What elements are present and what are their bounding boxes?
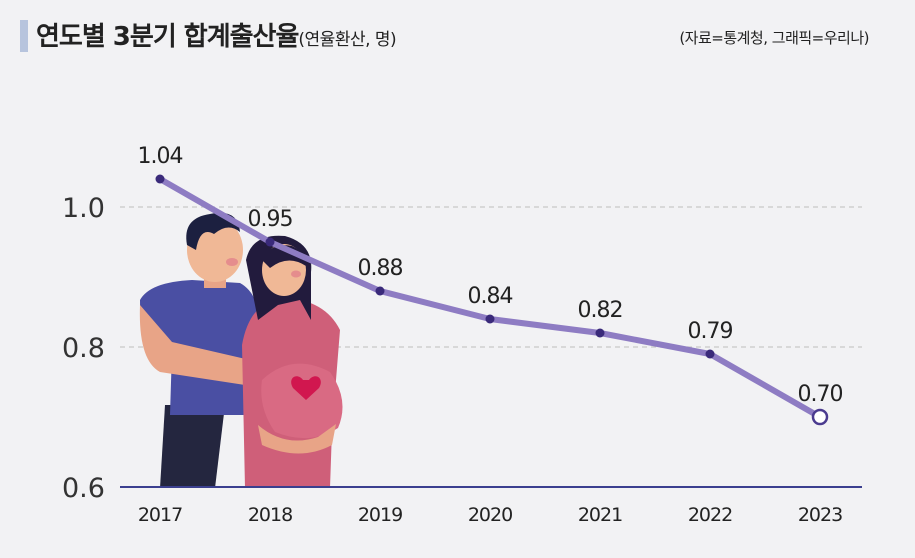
y-axis-ticks: 0.6 0.8 1.0 bbox=[62, 193, 105, 504]
data-label: 0.84 bbox=[468, 284, 513, 309]
y-tick-label: 0.6 bbox=[62, 473, 105, 504]
data-point bbox=[375, 286, 385, 296]
x-tick-label: 2023 bbox=[798, 504, 842, 526]
data-label: 0.82 bbox=[578, 298, 623, 323]
data-point bbox=[485, 314, 495, 324]
title-accent-bar bbox=[20, 20, 28, 52]
x-tick-label: 2017 bbox=[138, 504, 182, 526]
data-label: 0.88 bbox=[358, 256, 403, 281]
data-label: 1.04 bbox=[138, 144, 183, 169]
chart-source: (자료=통계청, 그래픽=우리나) bbox=[679, 29, 869, 47]
y-tick-label: 0.8 bbox=[62, 333, 105, 364]
data-point bbox=[595, 328, 605, 338]
data-point bbox=[155, 174, 165, 184]
chart-unit: (연율환산, 명) bbox=[298, 30, 397, 50]
chart-title: 연도별 3분기 합계출산율(연율환산, 명) bbox=[36, 16, 397, 53]
data-point bbox=[705, 349, 715, 359]
data-label: 0.79 bbox=[688, 319, 733, 344]
x-tick-label: 2022 bbox=[688, 504, 732, 526]
y-tick-label: 1.0 bbox=[62, 193, 105, 224]
x-tick-label: 2019 bbox=[358, 504, 402, 526]
data-points bbox=[155, 174, 829, 426]
x-axis-ticks: 2017 2018 2019 2020 2021 2022 2023 bbox=[138, 504, 843, 526]
x-tick-label: 2020 bbox=[468, 504, 512, 526]
data-point-last bbox=[811, 408, 829, 426]
x-tick-label: 2021 bbox=[578, 504, 622, 526]
gridlines bbox=[120, 206, 862, 348]
x-tick-label: 2018 bbox=[248, 504, 292, 526]
couple-illustration bbox=[139, 212, 343, 488]
data-labels: 1.04 0.95 0.88 0.84 0.82 0.79 0.70 bbox=[138, 144, 844, 407]
chart-title-text: 연도별 3분기 합계출산율 bbox=[36, 22, 299, 52]
data-label: 0.95 bbox=[248, 207, 293, 232]
data-point bbox=[265, 237, 275, 247]
data-label: 0.70 bbox=[798, 382, 843, 407]
